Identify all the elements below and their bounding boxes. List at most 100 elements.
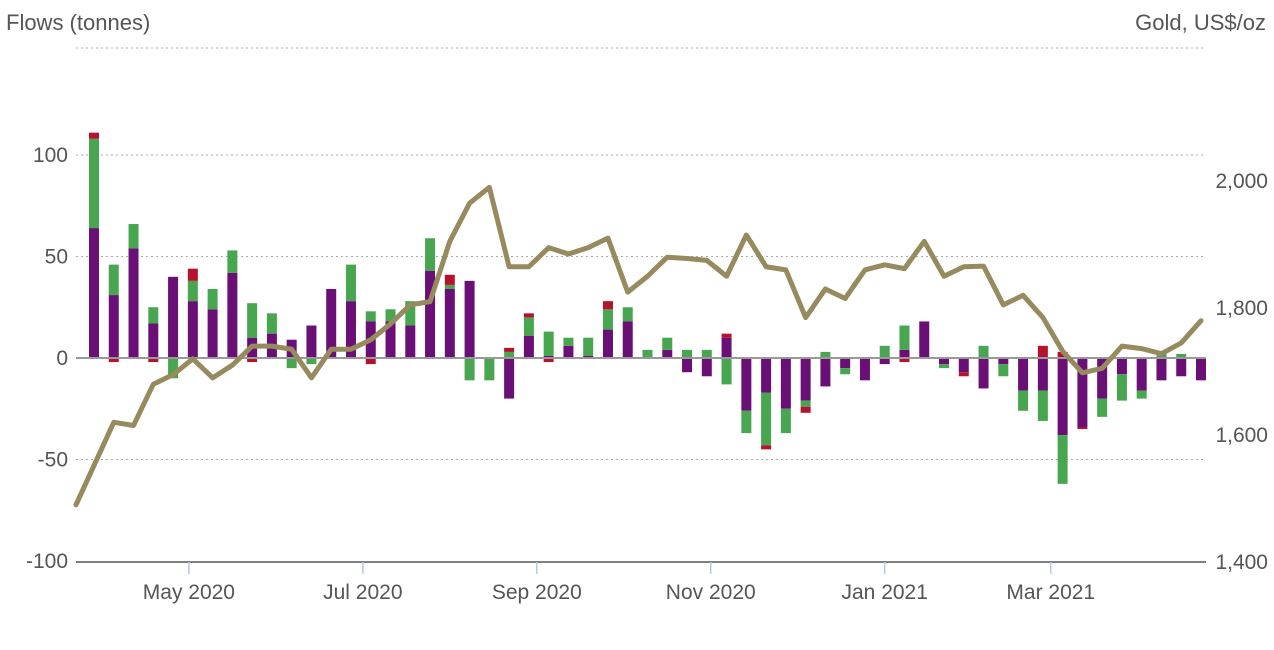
flow-bar-red: [108, 358, 119, 363]
gold-price-line: [73, 184, 1204, 508]
flow-bar-purple: [682, 358, 693, 373]
flow-bar-green: [108, 264, 119, 296]
flow-bar-red: [602, 301, 613, 310]
right-axis-title: Gold, US$/oz: [1135, 10, 1266, 35]
flow-bar-purple: [958, 358, 969, 373]
flow-bar-green: [385, 309, 396, 322]
flow-bar-green: [89, 138, 99, 229]
flow-bar-purple: [1097, 358, 1108, 399]
flow-bar-purple: [523, 335, 534, 358]
flow-bar-green: [721, 358, 732, 385]
flow-bar-green: [286, 358, 297, 369]
flow-bar-purple: [1018, 358, 1029, 391]
x-tick-label: Jan 2021: [842, 581, 928, 604]
flow-bar-green: [187, 280, 198, 302]
flow-bar-green: [1018, 390, 1029, 411]
flow-bar-green: [227, 250, 238, 273]
flow-bar-green: [504, 351, 515, 358]
flow-bar-green: [642, 349, 653, 358]
flow-bar-red: [721, 333, 732, 338]
flow-bar-purple: [563, 345, 574, 358]
flow-bar-green: [266, 313, 277, 334]
flow-bar-red: [543, 358, 554, 363]
flow-bar-purple: [1156, 358, 1167, 381]
flow-bar-red: [89, 132, 99, 139]
left-y-tick-label: 100: [33, 144, 68, 167]
flow-bar-green: [1057, 435, 1068, 484]
flow-bar-red: [523, 313, 534, 318]
flow-bar-purple: [800, 358, 811, 401]
flow-bar-green: [939, 364, 950, 369]
flow-bar-purple: [622, 321, 633, 358]
flow-bar-purple: [1037, 358, 1048, 391]
flow-bar-green: [899, 325, 910, 350]
flow-bar-purple: [899, 349, 910, 358]
flow-bar-red: [1077, 427, 1088, 430]
flow-bar-red: [958, 372, 969, 377]
flow-bar-green: [978, 345, 989, 358]
left-y-tick-label: -50: [38, 449, 68, 472]
flow-bar-purple: [840, 358, 851, 369]
left-y-tick-label: 50: [45, 246, 68, 269]
flow-bar-green: [444, 284, 455, 289]
flow-bar-green: [484, 358, 495, 381]
right-y-tick-label: 2,000: [1215, 170, 1268, 193]
flow-bar-purple: [1057, 358, 1068, 436]
flow-bar-green: [741, 410, 752, 434]
flow-bar-green: [168, 358, 179, 379]
flow-bar-purple: [1116, 358, 1127, 375]
flow-bar-purple: [998, 358, 1009, 365]
flow-bar-green: [998, 364, 1009, 377]
gold-price-series: [73, 184, 1204, 508]
flow-bar-purple: [701, 358, 712, 377]
flow-bar-green: [682, 349, 693, 358]
flow-bar-purple: [444, 288, 455, 358]
flow-bar-green: [761, 392, 772, 446]
flow-bar-green: [345, 264, 356, 302]
flow-bars: [89, 132, 1206, 484]
flow-bar-green: [820, 351, 831, 358]
flow-bar-purple: [721, 337, 732, 358]
flow-bar-green: [464, 358, 475, 381]
flow-bar-purple: [879, 358, 890, 365]
flow-bar-purple: [780, 358, 791, 409]
flow-bar-green: [879, 345, 890, 358]
flow-bar-green: [247, 303, 258, 338]
grid-lines: [76, 47, 1206, 460]
x-tick-label: Nov 2020: [666, 581, 756, 604]
flow-bar-purple: [89, 228, 99, 358]
right-y-axis: 2,000 1,800 1,600 1,400: [1215, 170, 1268, 574]
flow-bar-green: [840, 368, 851, 375]
x-tick-label: Jul 2020: [323, 581, 402, 604]
left-axis-title: Flows (tonnes): [6, 10, 151, 35]
flow-bar-green: [1116, 374, 1127, 401]
left-y-axis: 100 50 0 -50 -100: [26, 144, 68, 573]
flow-bar-green: [543, 331, 554, 356]
flow-bar-green: [207, 288, 218, 310]
flow-bar-purple: [583, 355, 594, 358]
flow-bar-green: [780, 408, 791, 434]
flow-bar-green: [148, 307, 159, 324]
flow-bar-green: [701, 349, 712, 358]
flow-bar-purple: [504, 358, 515, 399]
flow-bar-purple: [1136, 358, 1147, 391]
flow-bar-green: [800, 400, 811, 407]
flow-bar-red: [761, 445, 772, 450]
flow-bar-green: [622, 307, 633, 322]
flow-bar-purple: [187, 301, 198, 358]
flow-bar-green: [1136, 390, 1147, 399]
flow-bar-purple: [919, 321, 930, 358]
flow-bar-green: [662, 337, 673, 350]
flow-bar-red: [800, 406, 811, 413]
flow-bar-purple: [978, 358, 989, 389]
flow-bar-purple: [859, 358, 870, 381]
flow-bar-red: [1057, 351, 1068, 358]
flow-bar-green: [425, 238, 436, 271]
flow-bar-purple: [148, 323, 159, 358]
flow-bar-purple: [168, 276, 179, 358]
x-axis: May 2020 Jul 2020 Sep 2020 Nov 2020 Jan 2021…: [76, 561, 1206, 604]
right-y-tick-label: 1,600: [1215, 424, 1268, 447]
flow-bar-purple: [939, 358, 950, 365]
flow-bar-purple: [543, 355, 554, 358]
